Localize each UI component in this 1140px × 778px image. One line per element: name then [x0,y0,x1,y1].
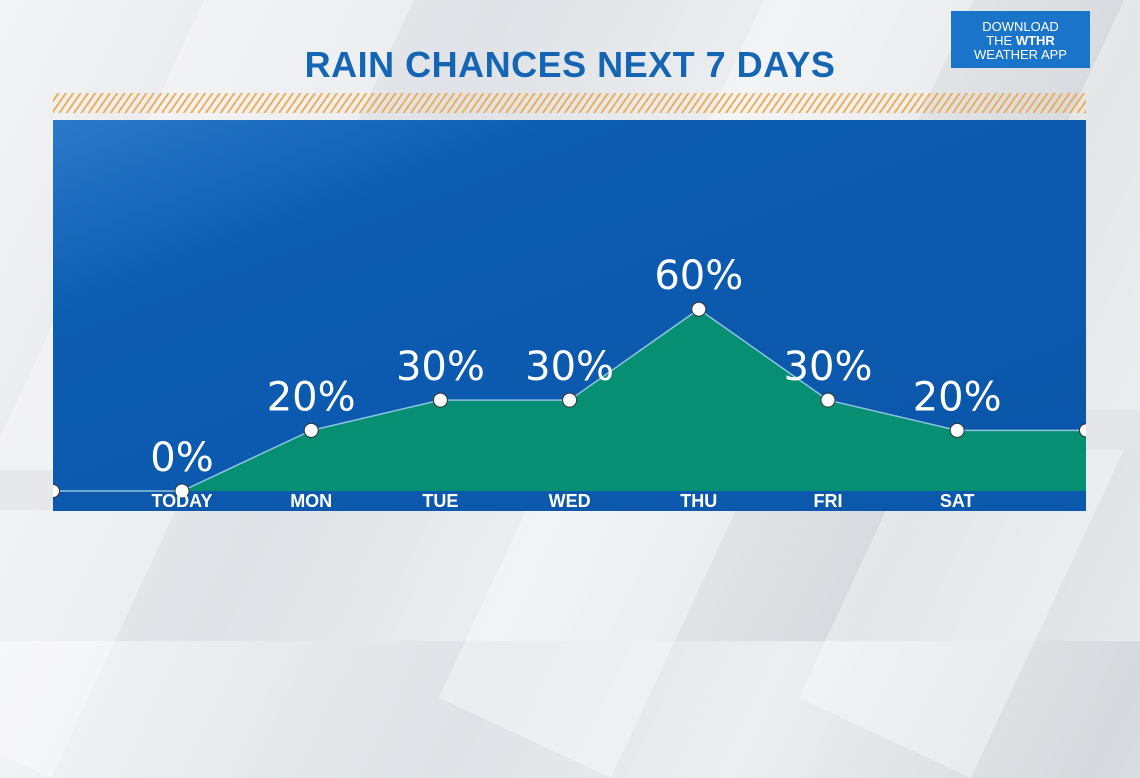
data-label: 30% [396,344,485,390]
data-point [949,422,965,438]
data-point [432,392,448,408]
data-point [174,483,190,499]
data-label: 0% [150,435,213,481]
category-label: TUE [422,491,458,511]
category-label: FRI [814,491,843,511]
data-label: 20% [913,374,1002,420]
promo-brand: WTHR [1015,33,1055,48]
panel-edge-mask-right [1086,410,1140,450]
category-label: MON [290,491,332,511]
download-app-promo[interactable]: DOWNLOAD THE WTHR WEATHER APP [951,11,1090,68]
data-label: 20% [267,374,356,420]
rain-chance-chart: 0% TODAY 20% MON 30% TUE 30% WED 60% THU 30% FRI 20%… [0,120,1140,511]
data-point [562,392,578,408]
category-label: WED [549,491,591,511]
data-label: 60% [654,253,743,299]
chart-title: RAIN CHANCES NEXT 7 DAYS [304,44,836,85]
data-point [303,422,319,438]
promo-line-2: THE WTHR [951,34,1090,48]
data-point [820,392,836,408]
data-point [691,301,707,317]
category-label: SAT [940,491,975,511]
data-label: 30% [784,344,873,390]
panel-edge-mask-left [0,470,53,510]
promo-line-2-prefix: THE [986,33,1016,48]
decorative-hatch-bar [53,93,1086,113]
axis-strip [53,491,1086,511]
category-label: THU [680,491,717,511]
promo-line-1: DOWNLOAD [982,19,1059,34]
category-label: TODAY [151,491,212,511]
promo-line-3: WEATHER APP [974,47,1067,62]
data-label: 30% [525,344,614,390]
